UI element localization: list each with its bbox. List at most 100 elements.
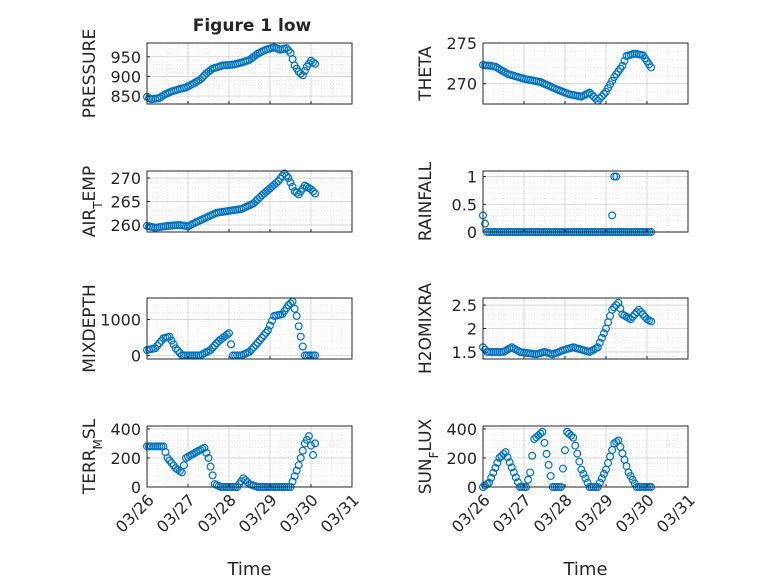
x-axis-label: Time <box>226 559 271 580</box>
y-tick-label: 0 <box>467 223 477 242</box>
axes-box <box>482 170 689 233</box>
data-point <box>560 446 569 455</box>
axes-box <box>482 42 689 105</box>
data-point <box>309 58 318 67</box>
data-point <box>225 329 234 338</box>
data-point <box>595 94 604 103</box>
data-point <box>540 438 549 447</box>
data-point <box>288 477 297 486</box>
y-axis-label: THETA <box>416 46 436 102</box>
x-tick-label: 03/31 <box>653 490 699 536</box>
y-tick-label: 950 <box>110 48 141 67</box>
y-axis-label: H2OMIXRA <box>416 283 436 374</box>
y-tick-label: 2.5 <box>452 296 477 315</box>
data-point <box>491 463 500 472</box>
data-point <box>612 437 621 446</box>
axes-box <box>146 425 353 488</box>
data-point <box>296 69 305 78</box>
y-tick-label: 200 <box>110 449 141 468</box>
y-axis-label: TERRMSL <box>80 418 105 495</box>
data-point <box>647 63 656 72</box>
y-tick-label: 400 <box>446 420 477 439</box>
data-point <box>151 344 160 353</box>
x-tick-label: 03/27 <box>153 490 199 536</box>
data-point <box>618 61 627 70</box>
data-point <box>628 312 637 321</box>
data-point <box>268 316 277 325</box>
data-point <box>595 338 604 347</box>
y-axis-label: RAINFALL <box>416 161 436 241</box>
figure-title: Figure 1 low <box>193 16 312 36</box>
data-point <box>165 332 174 341</box>
data-point <box>626 315 635 324</box>
data-point <box>294 461 303 470</box>
data-point <box>501 448 510 457</box>
data-point <box>489 468 498 477</box>
data-point <box>597 333 606 342</box>
data-point <box>253 338 262 347</box>
data-point <box>298 71 307 80</box>
data-series <box>479 49 656 105</box>
data-point <box>538 427 547 436</box>
data-point <box>536 429 545 438</box>
data-point <box>165 456 174 465</box>
data-point <box>546 471 555 480</box>
y-axis-label: MIXDEPTH <box>80 284 100 373</box>
data-point <box>296 453 305 462</box>
data-point <box>200 443 209 452</box>
data-point <box>247 345 256 354</box>
x-tick-label: 03/30 <box>276 490 322 536</box>
data-point <box>587 90 596 99</box>
data-point <box>263 326 272 335</box>
data-point <box>243 478 252 487</box>
x-tick-label: 03/29 <box>571 490 617 536</box>
data-point <box>577 465 586 474</box>
y-tick-label: 900 <box>110 67 141 86</box>
data-point <box>282 171 291 180</box>
data-point <box>569 433 578 442</box>
data-point <box>583 478 592 487</box>
data-point <box>526 468 535 477</box>
x-tick-label: 03/26 <box>448 490 494 536</box>
chart-panel: 260 265 270 AIRTEMP <box>80 166 353 237</box>
y-tick-label: 0.5 <box>452 195 477 214</box>
data-point <box>487 473 496 482</box>
data-point <box>599 329 608 338</box>
y-tick-label: 0 <box>467 478 477 497</box>
data-point <box>581 474 590 483</box>
data-point <box>163 453 172 462</box>
data-point <box>311 439 320 448</box>
data-point <box>608 305 617 314</box>
y-tick-label: 260 <box>110 216 141 235</box>
data-point <box>251 341 260 350</box>
x-tick-label: 03/28 <box>194 490 240 536</box>
data-point <box>255 336 264 345</box>
data-point <box>272 179 281 188</box>
data-point <box>481 219 490 228</box>
data-point <box>307 441 316 450</box>
y-tick-label: 0 <box>131 478 141 497</box>
data-point <box>282 44 291 53</box>
data-point <box>544 460 553 469</box>
data-point <box>304 432 313 441</box>
data-point <box>155 339 164 348</box>
data-point <box>599 90 608 99</box>
y-axis-label: SUNFLUX <box>416 418 441 494</box>
data-point <box>300 66 309 75</box>
data-point <box>620 56 629 65</box>
data-point <box>485 478 494 487</box>
data-point <box>169 461 178 470</box>
y-tick-label: 1000 <box>100 311 141 330</box>
data-point <box>634 305 643 314</box>
y-tick-label: 270 <box>446 75 477 94</box>
data-point <box>558 464 567 473</box>
data-point <box>509 468 518 477</box>
data-point <box>245 347 254 356</box>
y-tick-label: 1.5 <box>452 343 477 362</box>
data-point <box>507 463 516 472</box>
data-point <box>175 467 184 476</box>
data-point <box>288 182 297 191</box>
